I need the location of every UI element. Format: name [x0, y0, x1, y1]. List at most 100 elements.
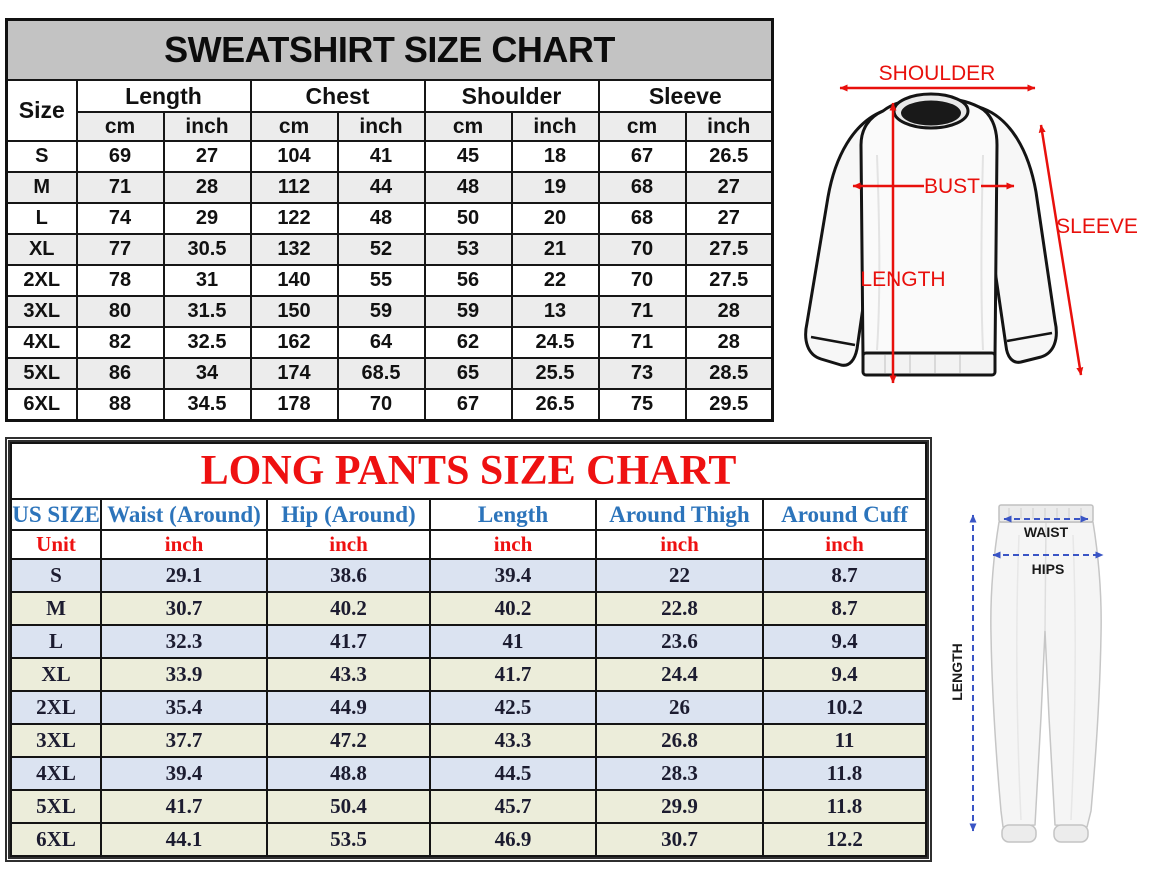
size-cell: 3XL	[10, 723, 102, 758]
value-cell: 32.3	[100, 624, 268, 659]
value-cell: 104	[249, 140, 339, 173]
unit-cell: inch	[595, 529, 764, 560]
unit-header: cm	[423, 111, 513, 142]
value-cell: 25.5	[510, 357, 600, 390]
value-cell: 78	[75, 264, 165, 297]
value-cell: 41.7	[100, 789, 268, 824]
value-cell: 27.5	[684, 264, 774, 297]
unit-header: cm	[249, 111, 339, 142]
value-cell: 65	[423, 357, 513, 390]
value-cell: 53	[423, 233, 513, 266]
size-cell: M	[10, 591, 102, 626]
sweatshirt-table-body: S 69 27 104 41 45 18 67 26.5 M 71 28 112 44 48 19 68 27 L 7…	[5, 140, 774, 422]
value-cell: 56	[423, 264, 513, 297]
long-pants-size-chart: LONG PANTS SIZE CHART US SIZE Waist (Aro…	[5, 437, 933, 862]
value-cell: 41.7	[429, 657, 597, 692]
value-cell: 35.4	[100, 690, 268, 725]
sleeve-measure-label: SLEEVE	[1056, 215, 1138, 238]
table-row: 6XL 88 34.5 178 70 67 26.5 75 29.5	[5, 388, 774, 422]
pants-chart-title: LONG PANTS SIZE CHART	[9, 442, 928, 500]
value-cell: 39.4	[429, 558, 597, 593]
value-cell: 55	[336, 264, 426, 297]
value-cell: 44.5	[429, 756, 597, 791]
value-cell: 27	[162, 140, 252, 173]
value-cell: 37.7	[100, 723, 268, 758]
size-cell: 4XL	[5, 326, 78, 359]
value-cell: 88	[75, 388, 165, 422]
size-cell: M	[5, 171, 78, 204]
table-row: 4XL 39.4 48.8 44.5 28.3 11.8	[10, 756, 928, 791]
measurement-arrows	[839, 84, 1084, 384]
sweatshirt-chart-title: SWEATSHIRT SIZE CHART	[5, 18, 774, 81]
chest-group-header: Chest	[249, 79, 426, 113]
value-cell: 22.8	[595, 591, 764, 626]
hips-measure-label: HIPS	[1032, 561, 1065, 577]
table-row: 5XL 41.7 50.4 45.7 29.9 11.8	[10, 789, 928, 824]
value-cell: 28	[684, 295, 774, 328]
unit-cell: inch	[266, 529, 431, 560]
value-cell: 86	[75, 357, 165, 390]
value-cell: 26.5	[510, 388, 600, 422]
unit-cell: inch	[100, 529, 268, 560]
value-cell: 70	[336, 388, 426, 422]
pants-measurement-figure: WAIST HIPS LENGTH	[949, 504, 1104, 843]
table-row: XL 33.9 43.3 41.7 24.4 9.4	[10, 657, 928, 692]
unit-header: inch	[162, 111, 252, 142]
sweatshirt-measurement-figure: SHOULDER BUST LENGTH SLEEVE	[804, 62, 1138, 384]
value-cell: 21	[510, 233, 600, 266]
size-cell: S	[5, 140, 78, 173]
value-cell: 33.9	[100, 657, 268, 692]
sweatshirt-table: SWEATSHIRT SIZE CHART Size Length Chest …	[5, 18, 775, 422]
value-cell: 27.5	[684, 233, 774, 266]
size-cell: 4XL	[10, 756, 102, 791]
unit-header: inch	[510, 111, 600, 142]
value-cell: 70	[597, 264, 687, 297]
value-cell: 19	[510, 171, 600, 204]
size-cell: 6XL	[10, 822, 102, 857]
value-cell: 71	[597, 326, 687, 359]
value-cell: 162	[249, 326, 339, 359]
value-cell: 29.5	[684, 388, 774, 422]
value-cell: 50.4	[266, 789, 431, 824]
value-cell: 38.6	[266, 558, 431, 593]
pants-table-body: S 29.1 38.6 39.4 22 8.7 M 30.7 40.2 40.2 22.8 8.7 L 3…	[10, 558, 928, 857]
value-cell: 31.5	[162, 295, 252, 328]
value-cell: 23.6	[595, 624, 764, 659]
value-cell: 28	[684, 326, 774, 359]
value-cell: 8.7	[761, 591, 928, 626]
table-row: L 32.3 41.7 41 23.6 9.4	[10, 624, 928, 659]
cuff-header: Around Cuff	[761, 498, 928, 531]
value-cell: 31	[162, 264, 252, 297]
value-cell: 62	[423, 326, 513, 359]
measurement-arrows	[969, 514, 1104, 832]
table-row: M 71 28 112 44 48 19 68 27	[5, 171, 774, 204]
value-cell: 50	[423, 202, 513, 235]
shoulder-group-header: Shoulder	[423, 79, 600, 113]
value-cell: 11.8	[761, 789, 928, 824]
unit-cell: Unit	[10, 529, 102, 560]
us-size-header: US SIZE	[10, 498, 102, 531]
size-cell: 2XL	[10, 690, 102, 725]
value-cell: 122	[249, 202, 339, 235]
sweatshirt-size-chart: SWEATSHIRT SIZE CHART Size Length Chest …	[5, 18, 775, 422]
value-cell: 20	[510, 202, 600, 235]
table-title-row: SWEATSHIRT SIZE CHART	[5, 18, 774, 81]
value-cell: 71	[75, 171, 165, 204]
value-cell: 12.2	[761, 822, 928, 857]
value-cell: 67	[597, 140, 687, 173]
value-cell: 59	[336, 295, 426, 328]
table-row: XL 77 30.5 132 52 53 21 70 27.5	[5, 233, 774, 266]
value-cell: 75	[597, 388, 687, 422]
value-cell: 68	[597, 202, 687, 235]
size-cell: XL	[10, 657, 102, 692]
group-header-row: Size Length Chest Shoulder Sleeve	[5, 79, 774, 142]
size-cell: 6XL	[5, 388, 78, 422]
value-cell: 27	[684, 171, 774, 204]
value-cell: 26	[595, 690, 764, 725]
value-cell: 71	[597, 295, 687, 328]
value-cell: 82	[75, 326, 165, 359]
value-cell: 46.9	[429, 822, 597, 857]
sleeve-arrow	[1038, 124, 1084, 376]
value-cell: 24.5	[510, 326, 600, 359]
value-cell: 44.1	[100, 822, 268, 857]
